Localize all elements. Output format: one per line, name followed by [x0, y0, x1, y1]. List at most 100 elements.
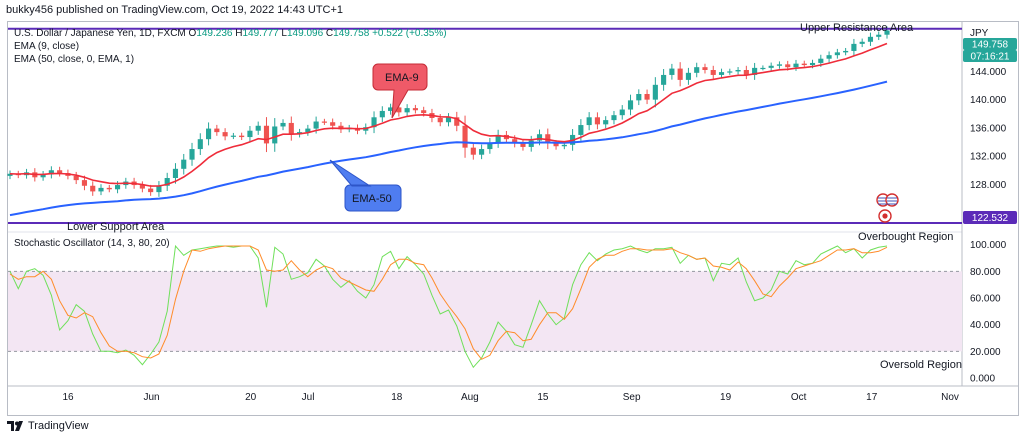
candle-body [760, 67, 766, 70]
support-badge-bg [963, 211, 1017, 224]
ema50-callout[interactable]: EMA-50 [329, 159, 402, 212]
candles-group [7, 26, 890, 197]
oversold-label: Oversold Region [880, 359, 962, 371]
candle-body [801, 63, 807, 66]
candle-body [106, 187, 112, 190]
candle-body [7, 173, 13, 176]
candle-body [197, 139, 203, 150]
ema9-legend[interactable]: EMA (9, close) [14, 41, 79, 52]
ema50-legend[interactable]: EMA (50, close, 0, EMA, 1) [14, 54, 134, 65]
candle-body [288, 122, 294, 135]
us-flag-icon-2[interactable] [885, 193, 899, 207]
ema9-callout[interactable]: EMA-9 [372, 63, 428, 119]
price-pane[interactable]: Upper Resistance Area Lower Support Area… [7, 22, 1018, 387]
countdown-badge-text: 07:16:21 [971, 52, 1010, 63]
ema9-callout-shape [372, 63, 428, 119]
tradingview-logo-icon[interactable] [7, 419, 25, 433]
candle-body [90, 185, 96, 192]
candle-body [98, 187, 104, 192]
footer-bar [0, 416, 1024, 437]
countdown-badge[interactable]: 07:16:21 [963, 50, 1017, 63]
support-badge-text: 122.532 [972, 213, 1009, 224]
price-tick-label: 136.000 [970, 123, 1007, 134]
candle-body [512, 139, 518, 144]
stochastic-pane[interactable]: Stochastic Oscillator (14, 3, 80, 20) Ov… [8, 231, 1007, 385]
stochastic-tick-label: 20.000 [970, 347, 1001, 358]
ema9-callout-text: EMA-9 [385, 72, 419, 84]
ema9-legend-text: EMA (9, close) [14, 41, 80, 52]
tradingview-brand[interactable]: TradingView [28, 420, 89, 432]
candle-body [404, 108, 410, 113]
event-flag-icons[interactable] [876, 193, 899, 223]
candle-body [255, 125, 261, 131]
price-tick-label: 144.000 [970, 67, 1007, 78]
candle-body [627, 100, 634, 110]
ohlc-close: 149.758 [333, 28, 370, 39]
price-tick-label: 140.000 [970, 95, 1007, 106]
candle-body [768, 65, 774, 68]
candle-body [330, 122, 336, 126]
candle-body [785, 64, 791, 68]
ohlc-change: +0.522 (+0.35%) [372, 28, 447, 39]
candle-body [388, 107, 394, 111]
candle-body [752, 67, 758, 75]
candle-body [603, 120, 609, 125]
candle-body [40, 174, 46, 178]
time-tick-label: Jun [143, 392, 159, 403]
candle-body [644, 94, 650, 100]
publish-header: bukky456 published on TradingView.com, O… [0, 0, 1024, 20]
candle-body [272, 126, 278, 144]
ohlc-open-label: O [188, 28, 197, 39]
candle-body [48, 170, 54, 175]
upper-resistance-label: Upper Resistance Area [800, 22, 914, 34]
candle-body [743, 70, 749, 75]
candle-body [421, 110, 427, 114]
countdown-badge-bg [963, 50, 1017, 62]
candle-body [776, 64, 783, 66]
candle-body [495, 134, 501, 143]
time-tick-label: Jul [302, 392, 315, 403]
candle-body [470, 147, 476, 155]
candle-body [834, 52, 840, 56]
time-tick-label: 16 [62, 392, 74, 403]
us-flag-stripes-2 [887, 197, 897, 205]
candle-body [437, 118, 443, 123]
stochastic-tick-label: 100.000 [970, 240, 1007, 251]
ohlc-high-label: H [235, 28, 243, 39]
candle-body [379, 110, 385, 118]
candle-body [818, 58, 824, 63]
candle-body [685, 72, 691, 80]
candle-body [239, 135, 245, 138]
candle-body [727, 71, 733, 73]
publisher-text: bukky456 published on TradingView.com, O… [6, 4, 344, 16]
stochastic-axis-ticks[interactable]: 0.000 20.000 40.000 60.000 80.000 100.000 [970, 240, 1007, 384]
price-tick-label: 128.000 [970, 180, 1007, 191]
time-tick-label: Nov [941, 392, 959, 403]
candle-body [652, 84, 658, 100]
candle-body [81, 180, 88, 186]
symbol-legend[interactable]: U.S. Dollar / Japanese Yen, 1D, FXCM O14… [14, 28, 447, 39]
time-tick-label: Oct [791, 392, 807, 403]
candle-body [826, 55, 832, 59]
last-price-badge[interactable]: 149.758 [963, 38, 1017, 51]
candle-body [884, 30, 890, 35]
candle-body [586, 117, 592, 126]
price-axis-ticks[interactable]: 128.000 132.000 136.000 140.000 144.000 [970, 67, 1007, 191]
candle-body [156, 185, 162, 193]
candle-body [859, 41, 865, 44]
candle-body [809, 62, 816, 66]
stochastic-title: Stochastic Oscillator (14, 3, 80, 20) [14, 238, 170, 249]
time-axis-ticks[interactable]: 16 Jun 20 Jul 18 Aug 15 Sep 19 Oct 17 Nov [62, 392, 958, 403]
candle-body [371, 117, 377, 128]
candle-body [230, 135, 236, 137]
time-tick-label: Sep [623, 392, 641, 403]
candle-body [172, 168, 179, 178]
chart-frame [7, 21, 1019, 416]
candle-body [222, 132, 228, 137]
stochastic-band [8, 271, 962, 352]
ema-9-line [9, 42, 888, 187]
support-price-badge[interactable]: 122.532 [963, 211, 1017, 224]
candle-body [114, 185, 121, 190]
